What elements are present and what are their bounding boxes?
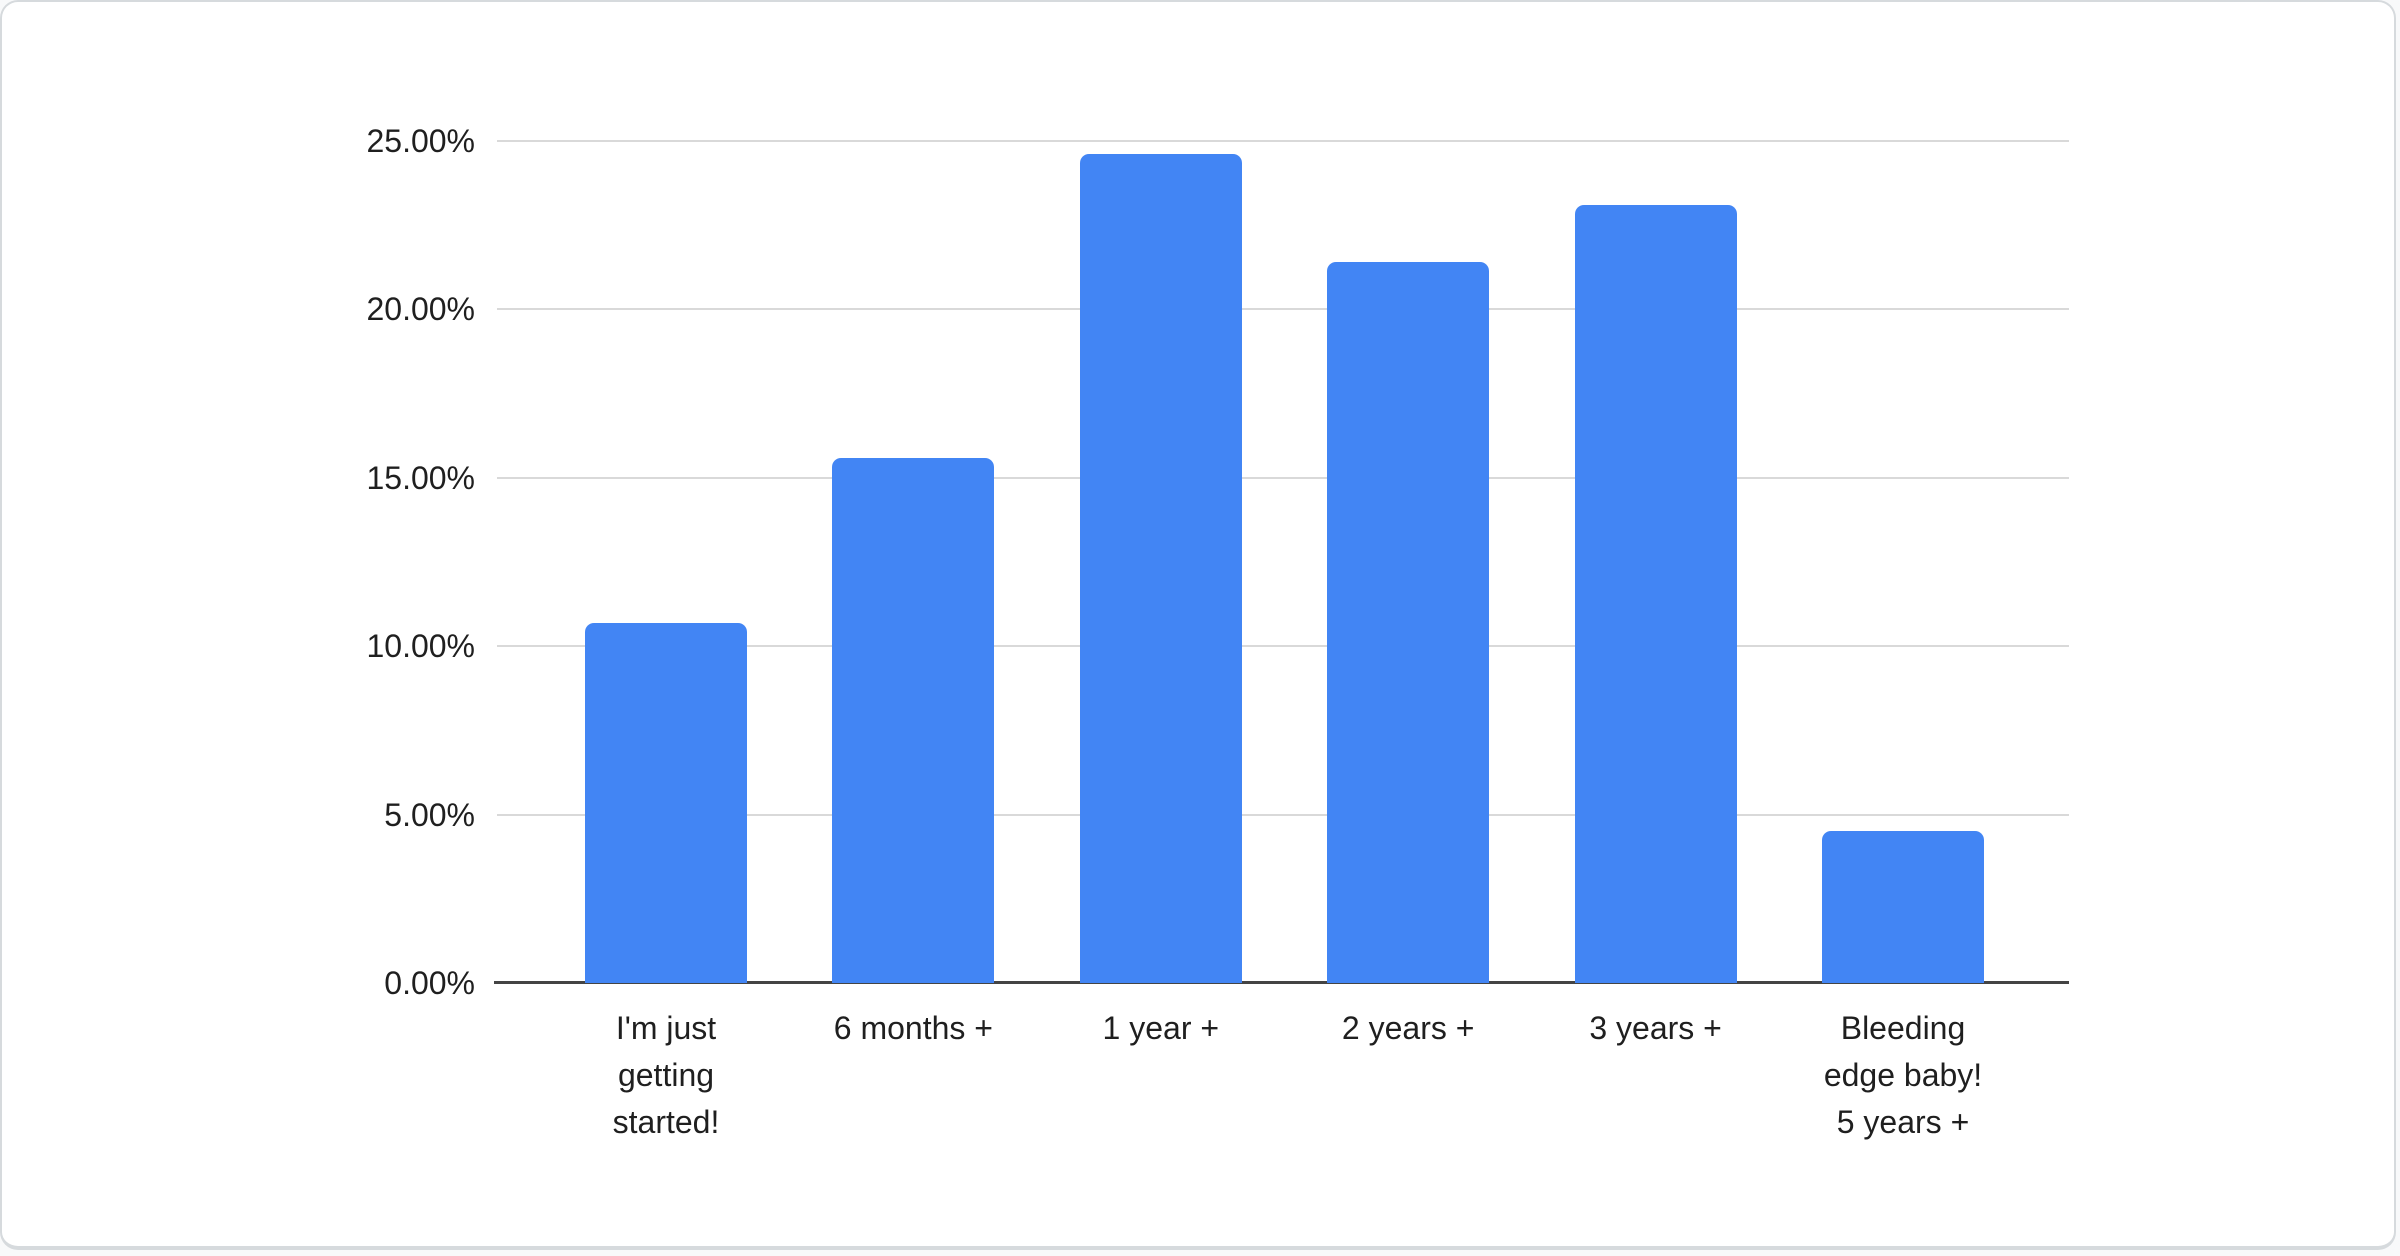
gridline-20 [497,308,2069,311]
x-axis-label-1-year: 1 year + [1102,1010,1220,1046]
x-axis-label-2-years: 2 years + [1341,1010,1475,1046]
x-axis-label-bleeding-edge-baby-5-years: Bleeding edge baby! 5 years + [1823,1010,1983,1140]
bar-3-years [1574,205,1737,983]
x-axis-label-3-years: 3 years + [1589,1010,1722,1046]
gridline-10 [497,645,2069,648]
bar-2-years [1327,262,1490,983]
plot-area [494,140,2069,984]
gridline-15 [497,476,2069,479]
x-axis-label-i-m-just-getting-started: I'm just getting started! [612,1010,720,1140]
x-axis-label-6-months: 6 months + [833,1010,993,1046]
y-axis-tick-label-25: 25.00% [366,123,475,159]
bar-6-months [832,457,995,983]
bar-i-m-just-getting-started [585,622,747,983]
bar-1-year [1079,154,1242,983]
y-axis-tick-label-0: 0.00% [384,965,475,1001]
x-axis-line [494,981,2069,984]
y-axis-tick-label-15: 15.00% [366,459,475,496]
gridline-25 [497,140,2069,142]
gridline-5 [497,813,2069,816]
y-axis-tick-label-20: 20.00% [366,291,475,328]
y-axis-tick-label-5: 5.00% [384,796,475,833]
y-axis-tick-label-10: 10.00% [366,628,475,665]
bar-bleeding-edge-baby-5-years [1822,831,1984,983]
